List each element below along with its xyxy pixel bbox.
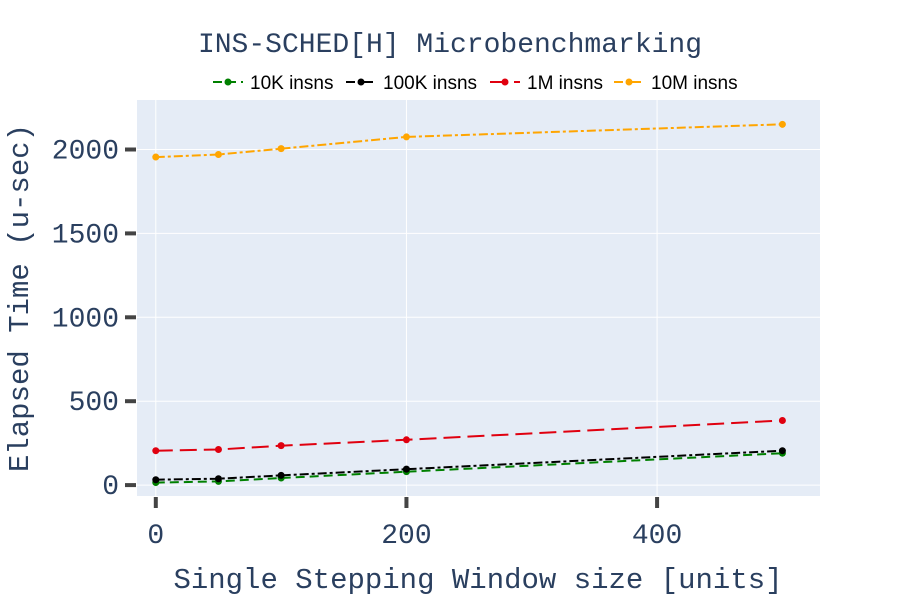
legend-label: 10K insns <box>250 73 333 94</box>
x-tick-label: 200 <box>381 521 431 552</box>
grid <box>137 100 820 496</box>
legend-swatch-marker <box>357 78 365 86</box>
legend-swatch-marker <box>625 78 633 86</box>
data-point <box>402 465 410 473</box>
data-point <box>152 476 160 484</box>
legend-item: 10M insns <box>614 73 738 94</box>
legend: 10K insns 100K insns 1M insns 10M insns <box>213 73 738 94</box>
y-tick-label: 1000 <box>52 304 119 335</box>
axis-ticks: 0 500 1000 1500 2000 0 200 400 <box>52 137 683 553</box>
legend-item: 10K insns <box>213 73 333 94</box>
x-tick-label: 400 <box>632 521 682 552</box>
data-point <box>277 145 285 153</box>
data-point <box>152 447 160 455</box>
y-tick-label: 0 <box>102 472 119 503</box>
legend-label: 100K insns <box>383 73 477 94</box>
data-point <box>778 416 786 424</box>
data-point <box>214 446 222 454</box>
legend-item: 100K insns <box>346 73 477 94</box>
series-2 <box>152 416 786 455</box>
data-point <box>402 133 410 141</box>
data-point <box>778 120 786 128</box>
y-tick-label: 500 <box>69 388 119 419</box>
data-point <box>152 153 160 161</box>
legend-swatch-marker <box>501 78 509 86</box>
legend-item: 1M insns <box>490 73 603 94</box>
series-line <box>155 123 783 159</box>
series-3 <box>152 120 786 161</box>
chart-title: INS-SCHED[H] Microbenchmarking <box>198 30 702 61</box>
x-axis-label: Single Stepping Window size [units] <box>173 564 782 597</box>
data-point <box>277 471 285 479</box>
legend-swatch-marker <box>224 78 232 86</box>
series-layer <box>152 120 786 487</box>
data-point <box>402 436 410 444</box>
data-point <box>778 447 786 455</box>
series-1 <box>152 447 786 484</box>
data-point <box>277 442 285 450</box>
series-line <box>155 449 783 481</box>
legend-label: 10M insns <box>651 73 738 94</box>
x-tick-label: 0 <box>147 521 164 552</box>
y-axis-label: Elapsed Time (u-sec) <box>4 124 37 472</box>
plot-area <box>137 100 820 496</box>
y-tick-label: 2000 <box>52 137 119 168</box>
y-tick-label: 1500 <box>52 220 119 251</box>
data-point <box>214 475 222 483</box>
legend-label: 1M insns <box>527 73 603 94</box>
data-point <box>214 151 222 159</box>
